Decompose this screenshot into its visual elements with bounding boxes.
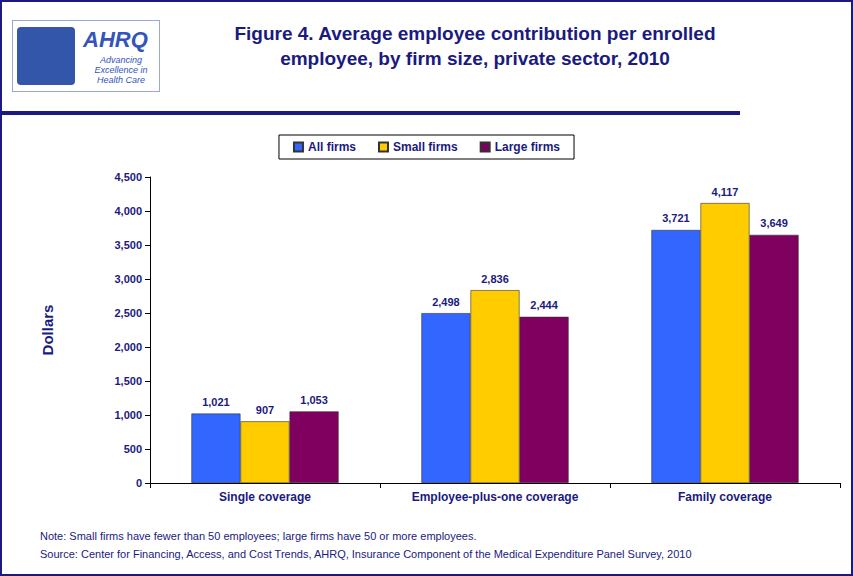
svg-text:2,500: 2,500 [114,307,142,319]
svg-text:907: 907 [256,404,274,416]
svg-text:2,498: 2,498 [432,296,460,308]
svg-text:1,500: 1,500 [114,375,142,387]
svg-text:2,000: 2,000 [114,341,142,353]
svg-text:3,721: 3,721 [662,212,690,224]
svg-text:Single coverage: Single coverage [219,490,311,504]
svg-text:3,649: 3,649 [760,217,788,229]
svg-text:2,444: 2,444 [530,299,558,311]
svg-text:Dollars: Dollars [39,305,56,356]
svg-text:Employee-plus-one coverage: Employee-plus-one coverage [412,490,579,504]
svg-text:4,117: 4,117 [712,186,739,198]
svg-text:Large firms: Large firms [495,140,561,154]
svg-text:3,000: 3,000 [114,273,142,285]
svg-text:500: 500 [124,443,142,455]
svg-text:1,000: 1,000 [114,409,142,421]
html-text:Advancing Excellence in Health: Advancing Excellence in Health Care [94,55,148,85]
html-text:Source: Center for Financing,: Source: Center for Financing, Access, an… [40,548,692,560]
svg-text:All firms: All firms [308,140,356,154]
html-text:AHRQ: AHRQ [83,27,148,52]
html-text:Note: Small firms have fewer t: Note: Small firms have fewer than 50 emp… [40,530,477,542]
svg-text:2,836: 2,836 [481,273,509,285]
svg-text:0: 0 [136,477,142,489]
svg-text:Small firms: Small firms [393,140,458,154]
svg-text:Family coverage: Family coverage [678,490,772,504]
svg-text:Figure 4. Average employee con: Figure 4. Average employee contribution … [234,23,715,44]
svg-text:1,053: 1,053 [300,394,328,406]
svg-text:1,021: 1,021 [202,396,230,408]
svg-text:4,000: 4,000 [114,205,142,217]
svg-text:4,500: 4,500 [114,171,142,183]
svg-text:3,500: 3,500 [114,239,142,251]
svg-text:employee, by firm size, privat: employee, by firm size, private sector, … [280,48,670,69]
